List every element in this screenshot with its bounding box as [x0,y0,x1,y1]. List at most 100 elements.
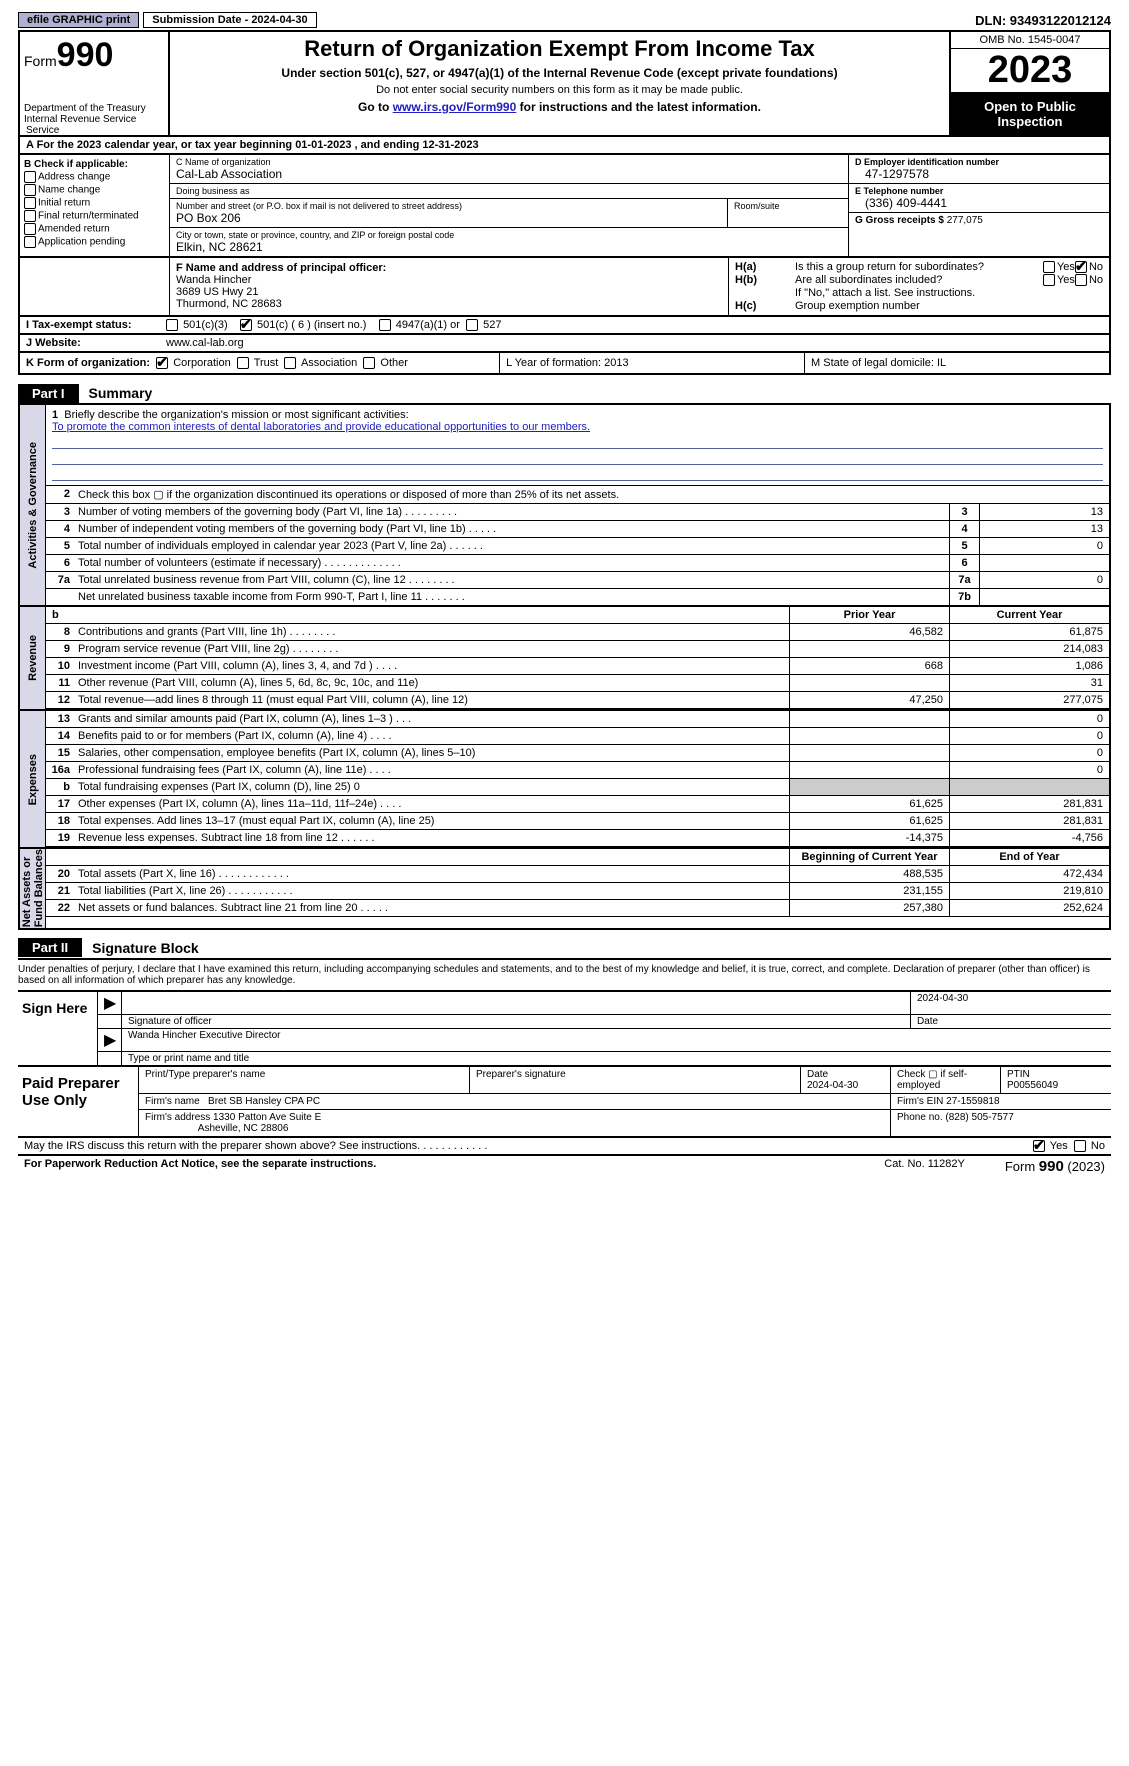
opt-trust[interactable]: Trust [237,357,279,369]
ptin-value: P00556049 [1007,1080,1058,1091]
year-formation: L Year of formation: 2013 [500,353,805,373]
exp-vtab: Expenses [20,711,46,847]
form-title: Return of Organization Exempt From Incom… [178,36,941,62]
goto-post: for instructions and the latest informat… [516,100,761,114]
state-domicile: M State of legal domicile: IL [805,353,1109,373]
h-a-label: H(a) [735,261,795,273]
mission-q: Briefly describe the organization's miss… [64,409,408,421]
website-label: J Website: [26,337,166,349]
part-1-title: Summary [79,383,163,403]
opt-app-pending[interactable]: Application pending [24,236,165,248]
gov-line: 5Total number of individuals employed in… [46,538,1109,555]
dba-label: Doing business as [176,186,842,196]
sign-here-block: Sign Here ▶ 2024-04-30 Signature of offi… [18,992,1111,1067]
entity-block: B Check if applicable: Address change Na… [18,155,1111,258]
h-b-no[interactable]: No [1075,274,1103,286]
open-public: Open to Public Inspection [951,93,1109,135]
opt-other[interactable]: Other [363,357,408,369]
firm-addr-label: Firm's address [145,1112,210,1123]
h-c-text: Group exemption number [795,300,1103,312]
row-k: K Form of organization: Corporation Trus… [18,353,1111,375]
omb-number: OMB No. 1545-0047 [951,32,1109,49]
part-2-header: Part II Signature Block [18,938,1111,960]
cat-no: Cat. No. 11282Y [844,1158,1005,1175]
phone-value: (336) 409-4441 [855,196,1103,210]
ein-value: 47-1297578 [855,167,1103,181]
footer: For Paperwork Reduction Act Notice, see … [18,1156,1111,1177]
tax-exempt-label: I Tax-exempt status: [26,319,166,331]
opt-501c3[interactable]: 501(c)(3) [166,319,228,331]
row-i: I Tax-exempt status: 501(c)(3) 501(c) ( … [18,317,1111,335]
begin-year-hdr: Beginning of Current Year [789,849,949,865]
opt-corporation[interactable]: Corporation [156,357,231,369]
rev-section: Revenue b Prior Year Current Year 8Contr… [18,607,1111,711]
opt-name-change[interactable]: Name change [24,184,165,196]
prep-sig-label: Preparer's signature [470,1067,801,1093]
sign-here-label: Sign Here [18,992,98,1065]
firm-addr1: 1330 Patton Ave Suite E [213,1112,321,1123]
firm-phone-label: Phone no. [897,1112,943,1123]
gov-line: 6Total number of volunteers (estimate if… [46,555,1109,572]
period-text: A For the 2023 calendar year, or tax yea… [26,139,479,151]
phone-label: E Telephone number [855,186,1103,196]
form-header: Form990 Department of the Treasury Inter… [18,32,1111,137]
gross-value: 277,075 [947,215,983,226]
data-line: 8Contributions and grants (Part VIII, li… [46,624,1109,641]
officer-name: Wanda Hincher [176,274,722,286]
net-col-hdr: Beginning of Current Year End of Year [46,849,1109,866]
h-a-text: Is this a group return for subordinates? [795,261,1043,273]
form-footer: Form 990 (2023) [1005,1158,1105,1175]
opt-final-return[interactable]: Final return/terminated [24,210,165,222]
street-value: PO Box 206 [176,211,721,225]
period-row: Service A For the 2023 calendar year, or… [18,137,1111,155]
dln-label: DLN: 93493122012124 [975,13,1111,28]
officer-addr1: 3689 US Hwy 21 [176,286,722,298]
gov-line: 7aTotal unrelated business revenue from … [46,572,1109,589]
h-b-yes[interactable]: Yes [1043,274,1075,286]
part-2-title: Signature Block [82,938,209,958]
mission-block: 1 Briefly describe the organization's mi… [46,405,1109,486]
gov-line: 4Number of independent voting members of… [46,521,1109,538]
top-bar: efile GRAPHIC print Submission Date - 20… [18,12,1111,32]
opt-amended[interactable]: Amended return [24,223,165,235]
net-vtab: Net Assets or Fund Balances [20,849,46,927]
firm-ein-label: Firm's EIN [897,1096,943,1107]
gov-line: Net unrelated business taxable income fr… [46,589,1109,605]
efile-button[interactable]: efile GRAPHIC print [18,12,139,28]
opt-501c[interactable]: 501(c) ( 6 ) (insert no.) [240,319,366,331]
preparer-block: Paid Preparer Use Only Print/Type prepar… [18,1067,1111,1138]
form-word: Form [24,53,57,69]
data-line: 14Benefits paid to or for members (Part … [46,728,1109,745]
sig-declaration: Under penalties of perjury, I declare th… [18,960,1111,992]
box-b: B Check if applicable: Address change Na… [20,155,170,256]
opt-association[interactable]: Association [284,357,357,369]
data-line: 18Total expenses. Add lines 13–17 (must … [46,813,1109,830]
goto-line: Go to www.irs.gov/Form990 for instructio… [178,100,941,114]
discuss-yes[interactable]: Yes [1033,1140,1074,1152]
data-line: 10Investment income (Part VIII, column (… [46,658,1109,675]
net-section: Net Assets or Fund Balances Beginning of… [18,849,1111,929]
prep-date-label: Date [807,1069,828,1080]
opt-4947[interactable]: 4947(a)(1) or [379,319,460,331]
goto-link[interactable]: www.irs.gov/Form990 [393,100,517,114]
firm-ein: 27-1559818 [946,1096,999,1107]
org-name-label: C Name of organization [176,157,842,167]
discuss-no[interactable]: No [1074,1140,1105,1152]
tax-year: 2023 [951,49,1109,93]
data-line: 12Total revenue—add lines 8 through 11 (… [46,692,1109,709]
h-a-yes[interactable]: Yes [1043,261,1075,273]
data-line: 11Other revenue (Part VIII, column (A), … [46,675,1109,692]
form-num: 990 [57,36,114,74]
sig-officer-label: Signature of officer [122,1015,911,1028]
opt-initial-return[interactable]: Initial return [24,197,165,209]
city-label: City or town, state or province, country… [176,230,842,240]
form-subtitle: Under section 501(c), 527, or 4947(a)(1)… [178,66,941,80]
data-line: 9Program service revenue (Part VIII, lin… [46,641,1109,658]
gov-line: 3Number of voting members of the governi… [46,504,1109,521]
h-a-no[interactable]: No [1075,261,1103,273]
service-label: Service [26,125,59,136]
data-line: 19Revenue less expenses. Subtract line 1… [46,830,1109,847]
opt-address-change[interactable]: Address change [24,171,165,183]
opt-527[interactable]: 527 [466,319,501,331]
h-b-label: H(b) [735,274,795,286]
